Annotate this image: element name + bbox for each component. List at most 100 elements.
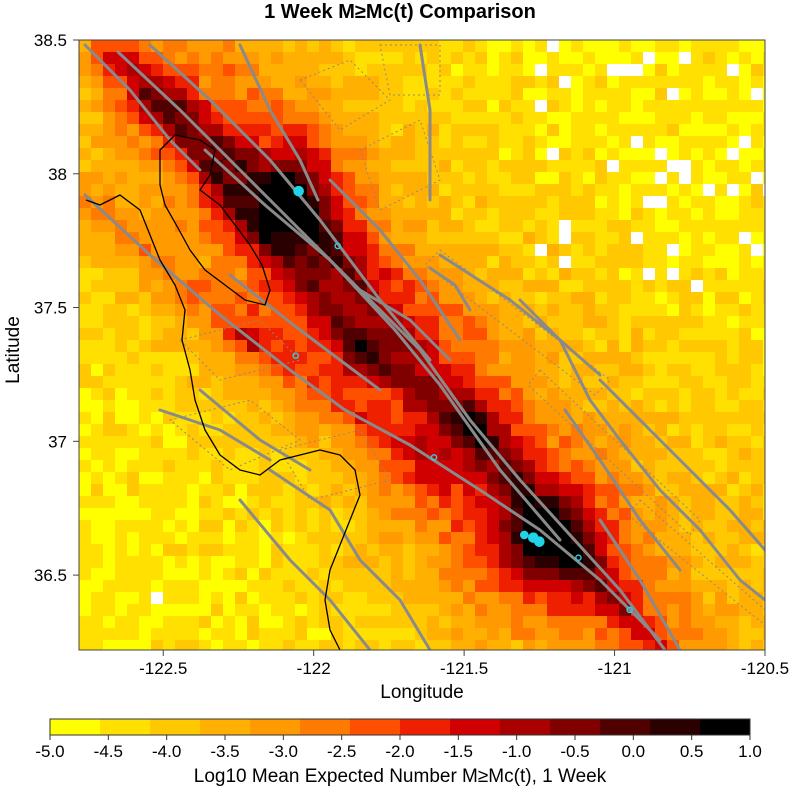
raster-cell <box>103 544 116 557</box>
raster-cell <box>691 88 704 101</box>
raster-cell <box>127 388 140 401</box>
raster-cell <box>331 100 344 113</box>
raster-cell <box>367 196 380 209</box>
raster-cell <box>511 340 524 353</box>
raster-cell <box>499 604 512 617</box>
raster-cell <box>475 172 488 185</box>
raster-cell <box>139 184 152 197</box>
raster-cell <box>283 64 296 77</box>
raster-cell <box>703 448 716 461</box>
raster-cell <box>631 316 644 329</box>
raster-cell <box>415 136 428 149</box>
raster-cell <box>223 184 236 197</box>
raster-cell <box>547 496 560 509</box>
raster-cell <box>199 544 212 557</box>
raster-cell <box>259 376 272 389</box>
raster-cell <box>607 148 620 161</box>
raster-cell <box>247 604 260 617</box>
raster-cell <box>547 628 560 641</box>
raster-cell <box>295 580 308 593</box>
raster-cell <box>607 256 620 269</box>
raster-cell <box>391 292 404 305</box>
raster-cell <box>655 208 668 221</box>
raster-cell <box>199 616 212 629</box>
raster-cell <box>559 400 572 413</box>
raster-cell <box>547 412 560 425</box>
raster-cell <box>631 172 644 185</box>
raster-cell <box>559 460 572 473</box>
raster-cell <box>559 508 572 521</box>
raster-cell <box>283 496 296 509</box>
raster-cell <box>223 40 236 53</box>
raster-cell <box>631 640 644 650</box>
raster-cell <box>559 88 572 101</box>
raster-cell <box>619 328 632 341</box>
raster-cell <box>547 484 560 497</box>
raster-cell <box>403 40 416 53</box>
raster-cell <box>355 184 368 197</box>
raster-cell <box>451 244 464 257</box>
raster-cell <box>415 88 428 101</box>
raster-cell <box>307 400 320 413</box>
raster-cell <box>427 424 440 437</box>
raster-cell <box>571 304 584 317</box>
raster-cell <box>235 556 248 569</box>
raster-cell <box>691 568 704 581</box>
raster-cell <box>103 304 116 317</box>
raster-cell <box>715 508 728 521</box>
raster-cell <box>499 52 512 65</box>
raster-cell <box>583 340 596 353</box>
raster-cell <box>667 352 680 365</box>
raster-cell <box>403 52 416 65</box>
raster-cell <box>547 148 560 161</box>
raster-cell <box>679 304 692 317</box>
raster-cell <box>391 568 404 581</box>
fault-line <box>198 388 312 472</box>
raster-cell <box>607 196 620 209</box>
raster-cell <box>307 112 320 125</box>
raster-cell <box>463 520 476 533</box>
raster-cell <box>295 616 308 629</box>
raster-cell <box>595 628 608 641</box>
raster-cell <box>403 232 416 245</box>
raster-cell <box>571 220 584 233</box>
raster-cell <box>163 520 176 533</box>
raster-cell <box>655 568 668 581</box>
raster-cell <box>727 88 740 101</box>
raster-cell <box>679 172 692 185</box>
raster-cell <box>595 484 608 497</box>
raster-cell <box>115 484 128 497</box>
raster-cell <box>691 508 704 521</box>
raster-cell <box>727 196 740 209</box>
raster-cell <box>295 340 308 353</box>
raster-cell <box>523 328 536 341</box>
raster-cell <box>355 340 368 353</box>
raster-cell <box>619 424 632 437</box>
raster-cell <box>355 448 368 461</box>
raster-cell <box>691 268 704 281</box>
raster-cell <box>535 208 548 221</box>
raster-cell <box>283 268 296 281</box>
raster-cell <box>703 604 716 617</box>
raster-cell <box>607 184 620 197</box>
raster-cell <box>127 304 140 317</box>
raster-cell <box>331 184 344 197</box>
raster-cell <box>235 628 248 641</box>
raster-cell <box>571 604 584 617</box>
raster-cell <box>559 292 572 305</box>
raster-cell <box>259 472 272 485</box>
raster-cell <box>739 304 752 317</box>
raster-cell <box>427 316 440 329</box>
raster-cell <box>211 640 224 650</box>
raster-cell <box>667 508 680 521</box>
raster-cell <box>463 616 476 629</box>
raster-cell <box>583 604 596 617</box>
raster-cell <box>163 220 176 233</box>
raster-cell <box>751 232 764 245</box>
raster-cell <box>643 388 656 401</box>
raster-cell <box>271 412 284 425</box>
raster-cell <box>763 640 765 650</box>
raster-cell <box>259 160 272 173</box>
raster-cell <box>679 640 692 650</box>
raster-cell <box>535 196 548 209</box>
